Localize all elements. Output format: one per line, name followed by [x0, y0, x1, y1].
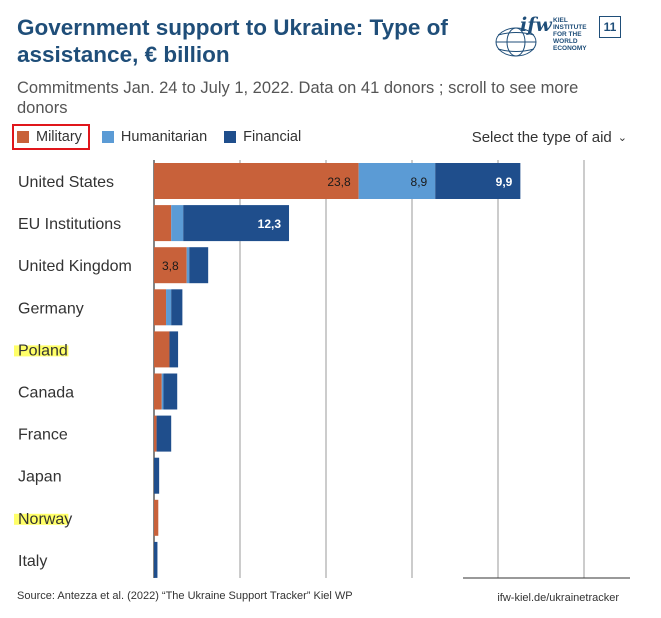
- bar-value-label: 23,8: [327, 175, 351, 189]
- bar-segment-humanitarian[interactable]: [166, 289, 172, 326]
- category-label: Canada: [18, 385, 74, 402]
- legend-item-financial[interactable]: Financial: [220, 125, 306, 149]
- logo-wordmark: ifw: [520, 14, 552, 36]
- category-label: Poland: [18, 342, 68, 359]
- bar-segment-military[interactable]: [154, 163, 359, 199]
- bar-segment-financial[interactable]: [156, 415, 172, 452]
- legend-swatch-military: [17, 131, 29, 143]
- bar-segment-financial[interactable]: [183, 205, 290, 242]
- bar-value-label: 3,8: [162, 259, 179, 273]
- bar-value-label: 12,3: [258, 217, 282, 231]
- bar-value-label: 9,9: [496, 175, 513, 189]
- bar-value-label: 8,9: [411, 175, 428, 189]
- bar-segment-military[interactable]: [154, 331, 170, 368]
- legend-swatch-financial: [224, 131, 237, 143]
- logo-subtitle: KIEL INSTITUTE FOR THE WORLD ECONOMY: [553, 17, 587, 52]
- legend-item-humanitarian[interactable]: Humanitarian: [98, 125, 212, 149]
- category-label: Germany: [18, 300, 84, 317]
- category-highlight: [14, 513, 69, 525]
- category-label: United States: [18, 174, 114, 191]
- category-label: Italy: [18, 553, 47, 570]
- ifw-logo: ifw KIEL INSTITUTE FOR THE WORLD ECONOMY…: [486, 12, 621, 60]
- bar-segment-humanitarian[interactable]: [186, 247, 190, 284]
- legend-item-military[interactable]: Military: [12, 124, 90, 150]
- category-label: EU Institutions: [18, 216, 121, 233]
- bar-segment-military[interactable]: [154, 415, 157, 452]
- category-label: United Kingdom: [18, 258, 132, 275]
- source-url[interactable]: ifw-kiel.de/ukrainetracker: [497, 592, 619, 604]
- chevron-down-icon: ⌄: [617, 132, 627, 144]
- bar-segment-financial[interactable]: [154, 541, 158, 578]
- bar-segment-military[interactable]: [154, 499, 159, 536]
- legend-label-financial: Financial: [243, 129, 302, 145]
- source-note: Source: Antezza et al. (2022) “The Ukrai…: [17, 590, 353, 602]
- bar-segment-military[interactable]: [154, 247, 187, 284]
- chart-title: Government support to Ukraine: Type of a…: [17, 15, 448, 67]
- bar-segment-financial[interactable]: [163, 373, 178, 410]
- chart-subtitle: Commitments Jan. 24 to July 1, 2022. Dat…: [17, 79, 579, 117]
- legend-label-military: Military: [36, 129, 82, 145]
- aid-type-selector[interactable]: Select the type of aid ⌄: [472, 129, 627, 146]
- category-label: France: [18, 427, 68, 444]
- bar-segment-financial[interactable]: [154, 457, 160, 494]
- bar-segment-humanitarian[interactable]: [161, 373, 164, 410]
- page-number-badge: 11: [599, 16, 621, 38]
- bar-segment-military[interactable]: [154, 289, 167, 326]
- chart-legend: Military Humanitarian Financial: [12, 124, 314, 150]
- bar-segment-humanitarian[interactable]: [358, 163, 436, 199]
- aid-type-selector-label: Select the type of aid: [471, 129, 612, 146]
- bar-segment-financial[interactable]: [171, 289, 183, 326]
- bar-segment-financial[interactable]: [435, 163, 521, 199]
- category-label: Norway: [18, 511, 72, 528]
- globe-icon: [495, 27, 537, 57]
- category-highlight: [14, 345, 69, 357]
- category-label: Japan: [18, 469, 62, 486]
- legend-swatch-humanitarian: [101, 131, 114, 143]
- legend-label-humanitarian: Humanitarian: [120, 129, 208, 145]
- bar-segment-financial[interactable]: [169, 331, 179, 368]
- bar-segment-military[interactable]: [154, 205, 172, 242]
- bar-segment-financial[interactable]: [189, 247, 209, 284]
- bar-segment-military[interactable]: [154, 373, 162, 410]
- bar-segment-humanitarian[interactable]: [171, 205, 184, 242]
